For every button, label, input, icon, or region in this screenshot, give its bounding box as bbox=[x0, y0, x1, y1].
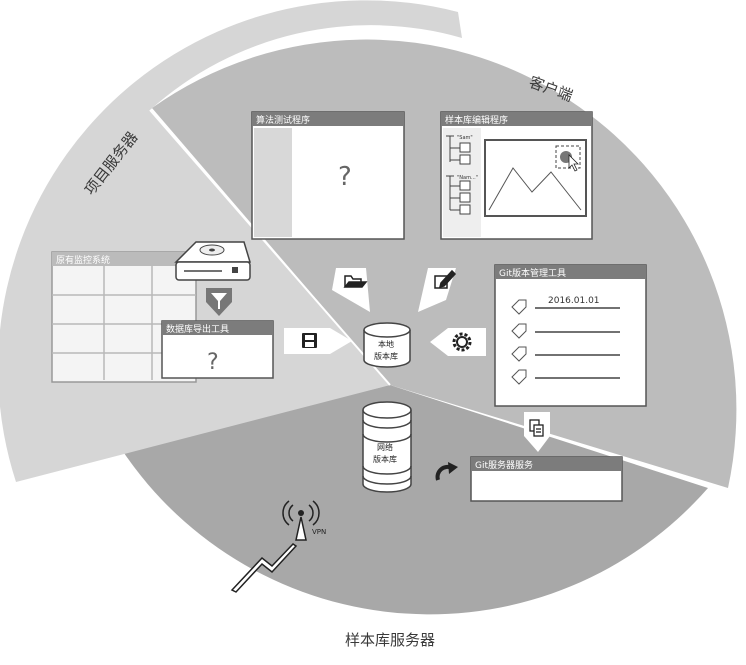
local-repository: 本地 版本库 bbox=[363, 322, 411, 368]
network-repo-label-1: 网络 bbox=[377, 442, 393, 452]
arrow-from-db-export bbox=[284, 328, 352, 354]
arrow-from-algorithm-test bbox=[332, 268, 370, 312]
sector-divider bbox=[149, 109, 391, 386]
cursor-icon bbox=[568, 154, 579, 172]
local-repo-label-2: 版本库 bbox=[374, 351, 398, 361]
tree-label-nam: "Nam..." bbox=[457, 175, 478, 181]
arrow-from-sample-editor bbox=[418, 268, 457, 312]
local-repo-label-1: 本地 bbox=[378, 339, 394, 349]
db-export-title: 数据库导出工具 bbox=[166, 323, 229, 335]
arrow-from-git-manager bbox=[430, 328, 486, 356]
save-icon bbox=[302, 333, 317, 348]
lightning-icon bbox=[230, 543, 298, 593]
sample-server-sector-label: 样本库服务器 bbox=[345, 631, 435, 649]
git-service-window: Git服务器服务 bbox=[470, 456, 623, 502]
db-export-window: 数据库导出工具 ? bbox=[161, 320, 274, 379]
network-repository: 网络 版本库 bbox=[362, 401, 412, 493]
gear-icon bbox=[452, 332, 472, 352]
vpn-label: VPN bbox=[312, 528, 326, 536]
db-export-placeholder: ? bbox=[207, 350, 219, 375]
sample-editor-window: 样本库编辑程序 "Sam" "Nam..." bbox=[440, 111, 593, 240]
wifi-antenna-icon: VPN bbox=[282, 500, 326, 541]
git-manager-title: Git版本管理工具 bbox=[499, 267, 566, 279]
sample-editor-title: 样本库编辑程序 bbox=[445, 114, 508, 126]
sample-server-sector bbox=[122, 385, 708, 615]
refresh-icon bbox=[435, 462, 458, 481]
git-manager-window: Git版本管理工具 2016.01.01 bbox=[494, 264, 647, 407]
version-list bbox=[535, 307, 620, 379]
sample-tree bbox=[446, 135, 471, 215]
tree-label-sam: "Sam" bbox=[457, 135, 473, 141]
selection-box bbox=[555, 145, 581, 169]
image-canvas bbox=[484, 139, 587, 217]
folder-open-icon bbox=[343, 275, 368, 288]
copy-icon bbox=[529, 419, 544, 437]
arrow-to-git-service bbox=[524, 412, 550, 452]
algorithm-test-placeholder: ? bbox=[338, 162, 352, 192]
algorithm-test-window: 算法测试程序 ? bbox=[251, 111, 405, 240]
algorithm-test-title: 算法测试程序 bbox=[256, 114, 310, 126]
network-repo-label-2: 版本库 bbox=[373, 454, 397, 464]
tag-icon bbox=[511, 299, 527, 385]
edit-icon bbox=[434, 269, 457, 289]
monitor-system-title: 原有监控系统 bbox=[56, 254, 110, 266]
mountain-image bbox=[488, 167, 582, 211]
filter-icon bbox=[206, 288, 232, 316]
git-service-title: Git服务器服务 bbox=[475, 459, 533, 471]
git-manager-date: 2016.01.01 bbox=[548, 296, 600, 306]
server-icon bbox=[174, 241, 252, 281]
